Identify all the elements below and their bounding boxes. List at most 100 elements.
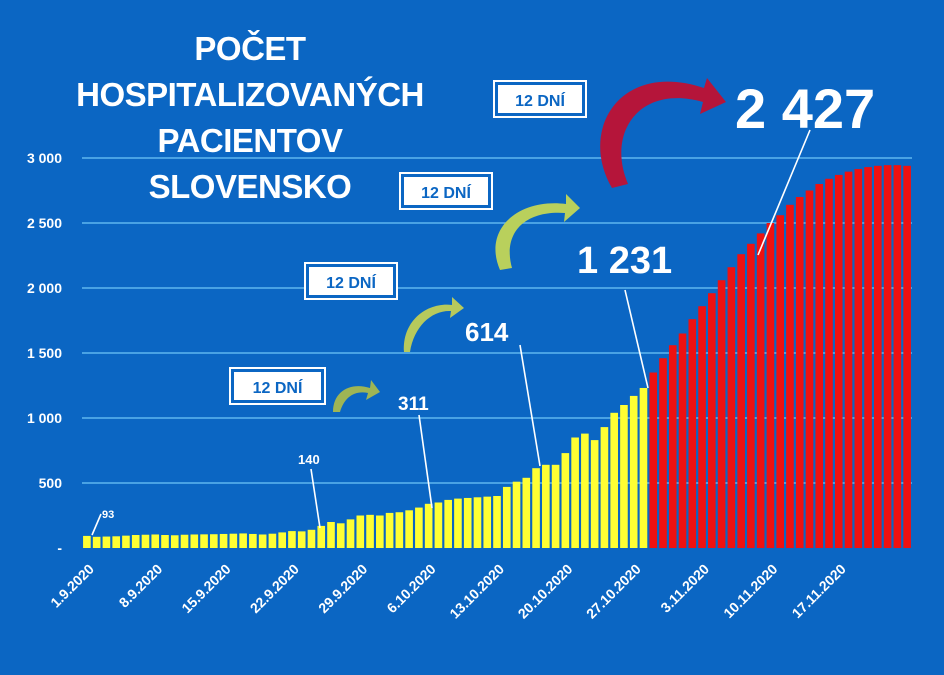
bar-yellow <box>327 522 335 548</box>
bar-yellow <box>376 515 384 548</box>
bar-yellow <box>532 468 540 548</box>
x-tick-label: 27.10.2020 <box>583 561 644 622</box>
bar-red <box>795 197 804 548</box>
bar-red <box>756 233 765 548</box>
bar-yellow <box>473 497 482 548</box>
bar-yellow <box>590 440 599 548</box>
bar-yellow <box>346 519 355 548</box>
bar-red <box>698 306 706 548</box>
bar-red <box>805 190 814 548</box>
bar-yellow <box>366 514 374 548</box>
x-tick-label: 13.10.2020 <box>446 561 507 622</box>
bar-yellow <box>581 433 589 548</box>
bar-yellow <box>405 510 413 548</box>
bar-yellow <box>180 534 189 548</box>
bar-yellow <box>522 477 531 548</box>
bar-red <box>825 178 833 549</box>
title-line-4: SLOVENSKO <box>148 168 352 205</box>
bar-yellow <box>112 536 120 548</box>
annotation-93: 93 <box>102 509 114 521</box>
y-tick-label: 2 000 <box>27 280 62 296</box>
arrow-2 <box>403 297 464 352</box>
bar-red <box>766 223 775 548</box>
bar-yellow <box>200 534 208 548</box>
bar-yellow <box>131 535 140 548</box>
bar-red <box>678 333 687 548</box>
bar-yellow <box>356 515 365 548</box>
bar-yellow <box>307 529 316 548</box>
y-tick-label: 1 000 <box>27 410 62 426</box>
annotation-311: 311 <box>398 394 429 415</box>
x-tick-label: 15.9.2020 <box>178 561 234 617</box>
bar-yellow <box>190 534 199 548</box>
bar-red <box>737 254 745 548</box>
bar-red <box>834 174 843 548</box>
bar-yellow <box>493 496 501 548</box>
bar-yellow <box>385 512 394 548</box>
bar-yellow <box>249 533 257 548</box>
arrow-1 <box>333 380 380 412</box>
bar-yellow <box>600 427 609 548</box>
bar-yellow <box>561 453 570 548</box>
x-tick-label: 10.11.2020 <box>720 561 780 621</box>
bar-red <box>854 169 863 549</box>
bar-red <box>708 293 716 548</box>
bar-red <box>893 165 902 548</box>
bar-yellow <box>317 525 326 548</box>
bar-yellow <box>571 437 579 548</box>
bar-red <box>717 280 726 548</box>
bar-red <box>883 165 892 548</box>
bar-yellow <box>161 535 169 548</box>
y-tick-label: - <box>57 540 62 556</box>
bar-red <box>874 165 882 549</box>
interval-badge-3: 12 DNÍ <box>399 172 493 210</box>
x-tick-label: 1.9.2020 <box>47 561 97 611</box>
bar-yellow <box>434 502 443 548</box>
interval-badge-1: 12 DNÍ <box>229 367 326 405</box>
bar-yellow <box>415 507 423 548</box>
arrow-3 <box>495 194 580 270</box>
bar-yellow <box>454 498 462 548</box>
bar-red <box>649 372 658 548</box>
bar-red <box>688 319 697 548</box>
interval-badge-2: 12 DNÍ <box>304 262 398 300</box>
bar-yellow <box>141 534 150 548</box>
bar-red <box>903 165 911 549</box>
annotation-1231: 1 231 <box>577 240 672 282</box>
y-tick-label: 500 <box>39 475 63 491</box>
bar-yellow <box>336 523 345 548</box>
y-tick-label: 3 000 <box>27 150 62 166</box>
bar-yellow <box>444 499 452 548</box>
bar-yellow <box>297 531 306 548</box>
bar-yellow <box>278 532 286 548</box>
bar-yellow <box>83 535 91 548</box>
bar-red <box>815 184 824 548</box>
x-tick-label: 6.10.2020 <box>383 561 439 617</box>
interval-badge-4: 12 DNÍ <box>493 80 587 118</box>
bar-yellow <box>268 533 277 548</box>
bar-red <box>659 358 667 548</box>
bar-yellow <box>151 534 160 548</box>
title-line-2: HOSPITALIZOVANÝCH <box>76 76 424 113</box>
bar-yellow <box>395 512 404 548</box>
annotation-line-311 <box>418 414 433 509</box>
bar-red <box>776 215 784 548</box>
annotation-614: 614 <box>465 317 509 347</box>
bar-yellow <box>210 534 218 548</box>
bar-yellow <box>258 534 267 548</box>
arrow-4 <box>600 78 726 188</box>
bar-yellow <box>512 481 521 548</box>
bar-yellow <box>288 531 296 548</box>
x-tick-label: 3.11.2020 <box>657 561 712 616</box>
bar-red <box>844 171 853 548</box>
annotation-2427: 2 427 <box>735 77 875 140</box>
y-tick-label: 2 500 <box>27 215 62 231</box>
bar-yellow <box>610 412 618 548</box>
bar-red <box>747 243 755 549</box>
title-line-3: PACIENTOV <box>157 122 343 159</box>
x-tick-label: 22.9.2020 <box>247 561 303 617</box>
bar-red <box>786 204 794 549</box>
annotation-line-2427 <box>757 129 811 256</box>
